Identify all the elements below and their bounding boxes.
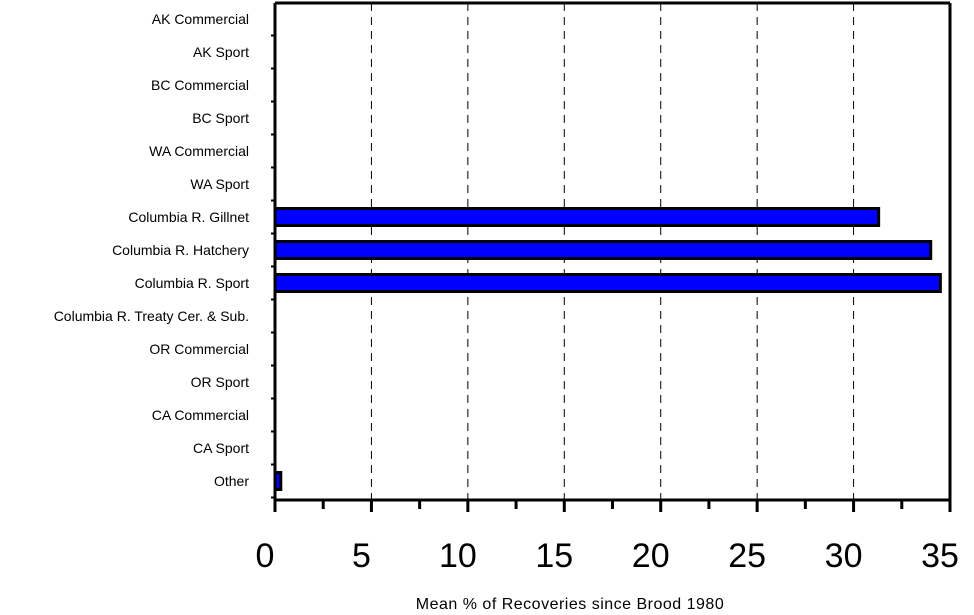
category-label: Other: [214, 473, 249, 489]
category-label: AK Commercial: [152, 11, 249, 27]
category-label: BC Commercial: [151, 77, 249, 93]
bar: [273, 273, 942, 293]
category-label: WA Sport: [190, 176, 249, 192]
x-tick-label: 0: [256, 537, 275, 575]
bar: [273, 207, 881, 227]
x-tick-label: 35: [921, 537, 959, 575]
x-tick-label: 30: [825, 537, 863, 575]
category-label: WA Commercial: [149, 143, 249, 159]
x-tick-label: 10: [439, 537, 477, 575]
category-label: Columbia R. Gillnet: [128, 209, 249, 225]
bar: [273, 240, 933, 260]
category-label: AK Sport: [193, 44, 249, 60]
x-tick-label: 5: [352, 537, 371, 575]
category-labels: AK Commercial AK Sport BC Commercial BC Spo…: [54, 11, 250, 489]
category-label: CA Sport: [193, 440, 249, 456]
category-label: BC Sport: [192, 110, 249, 126]
x-tick-label: 20: [632, 537, 670, 575]
category-label: Columbia R. Sport: [135, 275, 249, 291]
axes: [271, 1, 952, 512]
category-label: OR Sport: [191, 374, 249, 390]
category-label: Columbia R. Hatchery: [112, 242, 249, 258]
category-label: CA Commercial: [152, 407, 249, 423]
tick-labels: 0 5 10 15 20 25 30 35: [256, 537, 959, 575]
bars: [273, 207, 942, 491]
category-label: Columbia R. Treaty Cer. & Sub.: [54, 308, 249, 324]
x-tick-label: 15: [535, 537, 573, 575]
x-axis-title: Mean % of Recoveries since Brood 1980: [416, 596, 724, 613]
category-label: OR Commercial: [149, 341, 249, 357]
x-tick-label: 25: [728, 537, 766, 575]
